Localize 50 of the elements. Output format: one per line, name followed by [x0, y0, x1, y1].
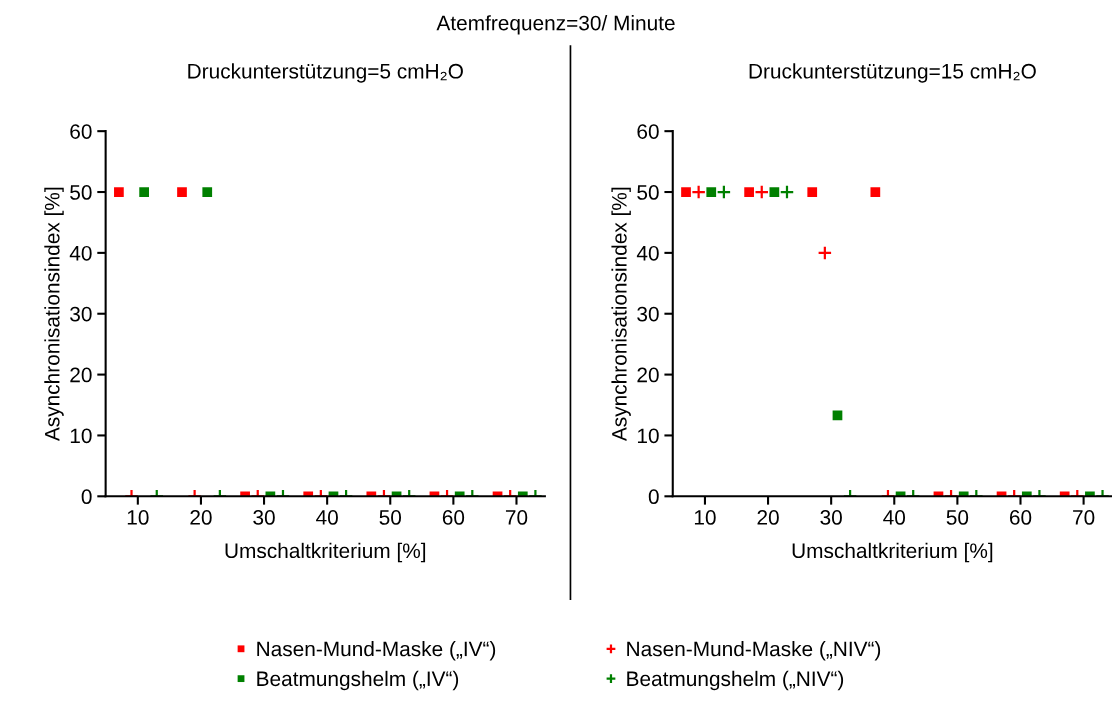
- y-tick-label: 20: [70, 367, 92, 383]
- point: [681, 187, 691, 197]
- y-tick-label: 40: [69, 245, 92, 261]
- y-tick-label: 60: [637, 124, 659, 139]
- point: [769, 187, 780, 197]
- point: [716, 184, 732, 200]
- y-tick-label: 40: [636, 245, 659, 261]
- x-tick-label: 60: [1009, 510, 1032, 525]
- x-tick-label: 10: [127, 510, 149, 525]
- chart-subtitle: Druckunterstützung=15 cmH₂O: [749, 63, 1036, 83]
- x-tick-label: 10: [694, 510, 716, 525]
- y-tick-label: 0: [81, 489, 92, 505]
- y-tick-label: 30: [637, 306, 659, 322]
- point: [691, 184, 706, 200]
- x-tick-label: 70: [1073, 510, 1095, 525]
- point: [706, 187, 717, 197]
- chart-subtitle: Druckunterstützung=5 cmH₂O: [188, 63, 463, 83]
- x-axis-title: Umschaltkriterium [%]: [792, 542, 993, 563]
- x-tick-label: 20: [757, 510, 779, 525]
- x-tick-label: 30: [253, 510, 275, 525]
- y-tick-label: 30: [70, 306, 92, 322]
- x-tick-label: 40: [316, 510, 338, 525]
- x-tick-label: 50: [946, 510, 969, 525]
- y-tick-label: 50: [70, 185, 92, 200]
- x-tick-label: 60: [442, 510, 465, 525]
- y-tick-label: 50: [637, 185, 659, 200]
- y-axis-title: Asynchronisationsindex [%]: [611, 187, 631, 442]
- x-tick-label: 50: [379, 510, 402, 525]
- point: [807, 187, 818, 197]
- legend-label: Beatmungshelm („IV“): [257, 670, 459, 691]
- y-tick-label: 20: [637, 367, 659, 383]
- point: [779, 184, 795, 200]
- x-tick-label: 30: [820, 510, 842, 525]
- y-axis-title: Asynchronisationsindex [%]: [44, 187, 64, 442]
- y-tick-label: 10: [70, 428, 92, 444]
- legend-label: Beatmungshelm („NIV“): [627, 670, 844, 691]
- x-tick-label: 40: [883, 510, 906, 525]
- chart-title: Atemfrequenz=30/ Minute: [436, 15, 675, 35]
- point: [754, 184, 770, 200]
- point: [870, 187, 881, 197]
- legend-label: Nasen-Mund-Maske („IV“): [257, 640, 496, 661]
- point: [744, 187, 754, 197]
- y-tick-label: 60: [70, 124, 92, 139]
- x-tick-label: 70: [505, 510, 528, 525]
- x-tick-label: 20: [190, 510, 212, 525]
- y-tick-label: 10: [637, 428, 659, 444]
- point: [817, 245, 833, 261]
- x-axis-title: Umschaltkriterium [%]: [225, 542, 426, 563]
- legend-label: Nasen-Mund-Maske („NIV“): [627, 640, 881, 661]
- y-tick-label: 0: [648, 489, 659, 505]
